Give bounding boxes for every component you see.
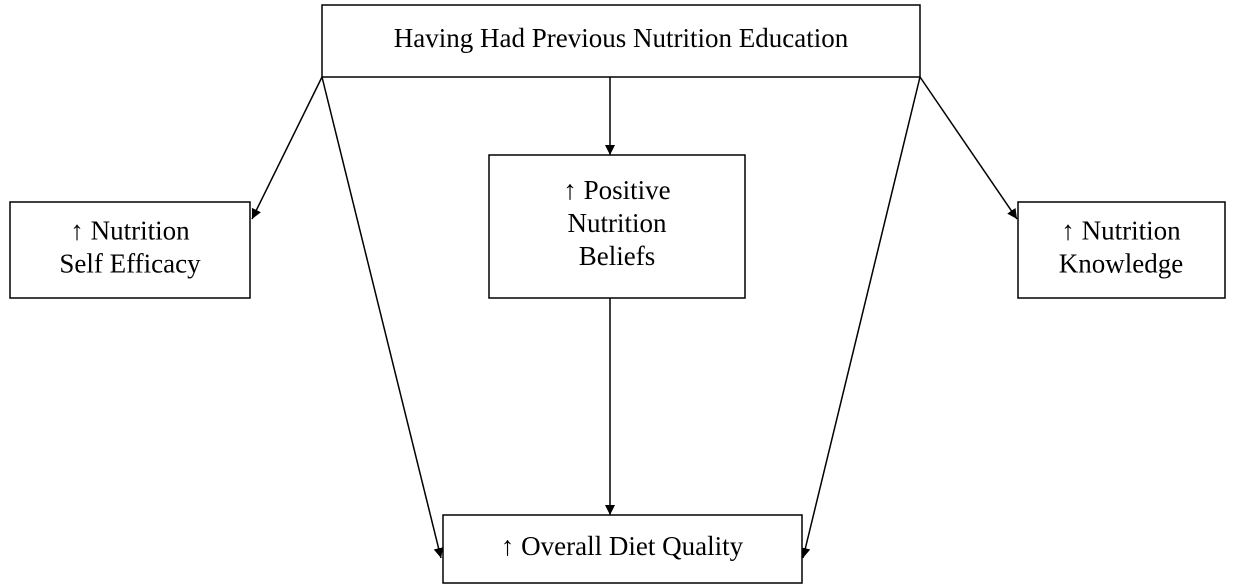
node-box xyxy=(488,154,746,299)
node-label: Self Efficacy xyxy=(59,249,201,279)
node-label: ↑ Nutrition xyxy=(70,216,190,246)
node-label: Nutrition xyxy=(568,208,667,238)
node-label: ↑ Overall Diet Quality xyxy=(501,531,744,561)
arrow xyxy=(800,76,921,559)
node-box xyxy=(321,4,921,78)
node-label: ↑ Nutrition xyxy=(1061,216,1181,246)
labels: Having Had Previous Nutrition Education ↑… xyxy=(59,23,1183,561)
node-label: Having Had Previous Nutrition Education xyxy=(394,23,849,53)
node-label: ↑ Positive xyxy=(563,175,670,205)
arrows xyxy=(251,76,1018,559)
arrow xyxy=(251,76,323,220)
node-label: Beliefs xyxy=(579,241,655,271)
node-box xyxy=(442,514,803,584)
node-box xyxy=(1017,201,1226,299)
arrow xyxy=(321,76,444,559)
node-box xyxy=(9,201,251,299)
boxes xyxy=(9,4,1226,584)
arrow xyxy=(919,76,1018,220)
node-label: Knowledge xyxy=(1059,249,1183,279)
